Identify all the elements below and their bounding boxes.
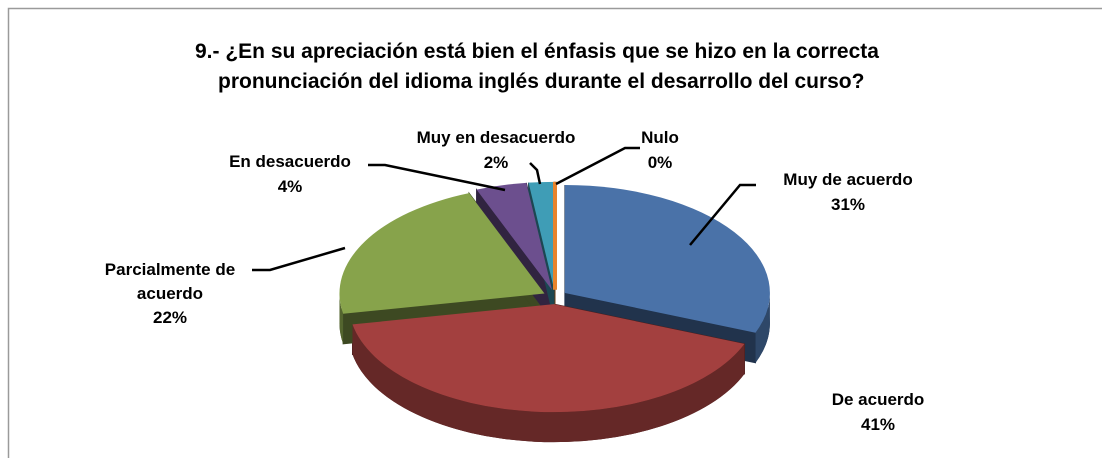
- slice: [339, 193, 545, 314]
- value-label: 31%: [830, 195, 866, 214]
- leader-line: [252, 246, 346, 272]
- slice: [528, 181, 555, 290]
- leader-lines: [252, 146, 756, 272]
- category-label: En desacuerdo: [229, 152, 351, 171]
- chart-title: 9.- ¿En su apreciación está bien el énfa…: [195, 40, 879, 63]
- leader-line: [555, 146, 640, 186]
- chart-title: pronunciación del idioma inglés durante …: [218, 70, 865, 93]
- slice: [564, 184, 770, 333]
- slice-wall: [352, 324, 745, 443]
- category-label: Parcialmente de acuerdo: [104, 260, 236, 303]
- category-label: Muy de acuerdo: [783, 170, 913, 189]
- leader-line: [529, 162, 542, 185]
- value-label: 4%: [277, 177, 303, 196]
- value-label: 2%: [483, 153, 509, 172]
- frame: [7, 7, 1102, 458]
- category-label: De acuerdo: [831, 390, 925, 409]
- category-label: Muy en desacuerdo: [416, 128, 576, 147]
- value-label: 41%: [860, 415, 896, 434]
- slice: [352, 304, 745, 413]
- value-label: 0%: [647, 153, 673, 172]
- slice-wall: [339, 293, 344, 344]
- slice-wall: [755, 292, 770, 363]
- slice: [476, 182, 553, 291]
- pie: [339, 181, 770, 443]
- leader-line: [368, 163, 506, 192]
- value-label: 22%: [152, 308, 188, 327]
- leader-line: [689, 183, 756, 246]
- category-label: Nulo: [641, 128, 679, 147]
